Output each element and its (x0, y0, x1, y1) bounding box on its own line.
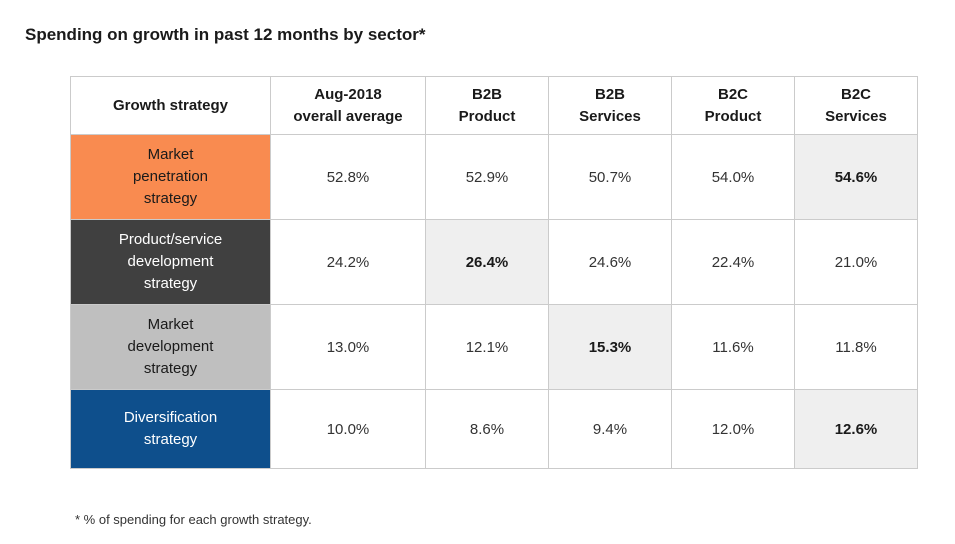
value-cell: 21.0% (794, 219, 918, 305)
table-row-market-development: Market development strategy 13.0% 12.1% … (70, 304, 918, 390)
value-cell: 9.4% (548, 389, 672, 469)
value-cell: 10.0% (270, 389, 426, 469)
header-row: Growth strategy Aug-2018 overall average… (70, 76, 918, 135)
value-cell: 12.1% (425, 304, 549, 390)
label-line: Diversification (123, 409, 218, 427)
label-line: strategy (143, 274, 198, 292)
label-line: development (127, 338, 214, 356)
value-cell: 22.4% (671, 219, 795, 305)
value-cell-highlighted: 15.3% (548, 304, 672, 390)
label-line: Market (147, 316, 194, 334)
header-line: Aug-2018 (314, 85, 382, 103)
label-line: Market (147, 146, 194, 164)
header-line: B2C (840, 85, 871, 103)
label-line: strategy (143, 189, 198, 207)
page-title: Spending on growth in past 12 months by … (25, 25, 426, 44)
table-row-product-service-development: Product/service development strategy 24.… (70, 219, 918, 305)
value-cell: 50.7% (548, 134, 672, 220)
label-line: strategy (143, 359, 198, 377)
header-line: Product (458, 107, 516, 125)
footnote: * % of spending for each growth strategy… (75, 512, 312, 527)
value-cell: 24.6% (548, 219, 672, 305)
value-cell: 11.6% (671, 304, 795, 390)
header-line: B2B (471, 85, 502, 103)
value-cell: 54.0% (671, 134, 795, 220)
value-cell-highlighted: 26.4% (425, 219, 549, 305)
header-line: B2C (717, 85, 748, 103)
value-cell-highlighted: 12.6% (794, 389, 918, 469)
header-line: Services (579, 107, 641, 125)
header-b2c-product: B2C Product (671, 76, 795, 135)
label-line: development (127, 253, 214, 271)
value-cell: 13.0% (270, 304, 426, 390)
row-label-product-service-development: Product/service development strategy (70, 219, 271, 305)
label-line: penetration (132, 168, 209, 186)
header-b2b-product: B2B Product (425, 76, 549, 135)
row-label-diversification: Diversification strategy (70, 389, 271, 469)
value-cell: 12.0% (671, 389, 795, 469)
table-row-market-penetration: Market penetration strategy 52.8% 52.9% … (70, 134, 918, 220)
header-growth-strategy: Growth strategy (70, 76, 271, 135)
value-cell-highlighted: 54.6% (794, 134, 918, 220)
header-line: overall average (293, 107, 403, 125)
label-line: Product/service (118, 231, 223, 249)
value-cell: 52.8% (270, 134, 426, 220)
row-label-market-penetration: Market penetration strategy (70, 134, 271, 220)
header-line: B2B (594, 85, 625, 103)
header-line: Services (825, 107, 887, 125)
header-aug-2018-overall-average: Aug-2018 overall average (270, 76, 426, 135)
value-cell: 52.9% (425, 134, 549, 220)
header-line: Growth strategy (112, 96, 229, 114)
header-line: Product (704, 107, 762, 125)
spending-by-sector-table: Growth strategy Aug-2018 overall average… (70, 76, 918, 469)
value-cell: 11.8% (794, 304, 918, 390)
table-row-diversification: Diversification strategy 10.0% 8.6% 9.4%… (70, 389, 918, 469)
label-line: strategy (143, 431, 198, 448)
value-cell: 8.6% (425, 389, 549, 469)
row-label-market-development: Market development strategy (70, 304, 271, 390)
value-cell: 24.2% (270, 219, 426, 305)
header-b2b-services: B2B Services (548, 76, 672, 135)
header-b2c-services: B2C Services (794, 76, 918, 135)
